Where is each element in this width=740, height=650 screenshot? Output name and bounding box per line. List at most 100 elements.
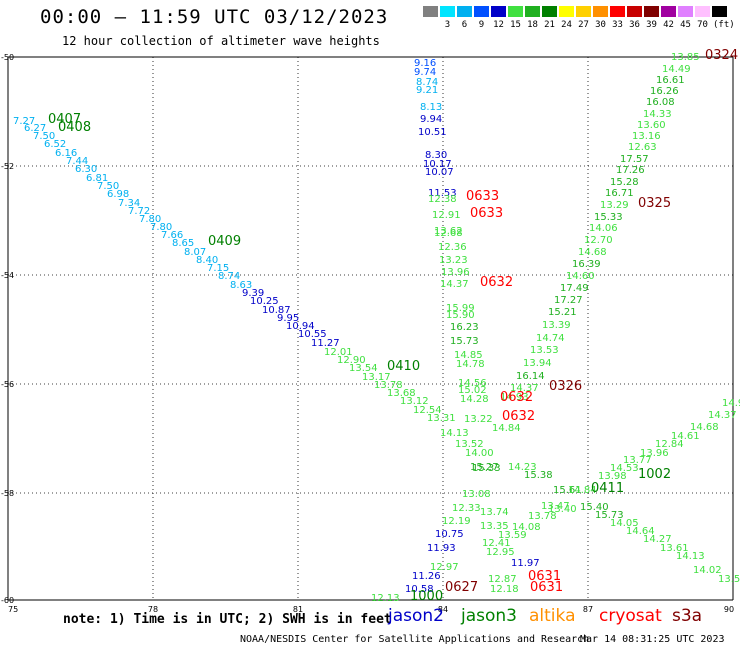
wave-height-label: 15.73: [595, 510, 624, 521]
wave-height-label: 13.96: [441, 267, 470, 278]
wave-height-label: 16.08: [646, 97, 675, 108]
wave-height-label: 14.13: [676, 551, 705, 562]
legend-label: 27: [578, 20, 589, 30]
wave-height-label: 12.18: [490, 584, 519, 595]
wave-height-label: 14.05: [610, 518, 639, 529]
wave-height-label: 13.74: [480, 507, 509, 518]
track-id-label: 0631: [530, 580, 563, 595]
legend-label: 18: [527, 20, 538, 30]
legend-label: 42: [663, 20, 674, 30]
lon-tick-label: 87: [583, 605, 593, 614]
wave-height-label: 15.61: [553, 485, 582, 496]
wave-height-label: 13.22: [464, 414, 493, 425]
track-id-label: 1002: [638, 467, 671, 482]
wave-height-label: 13.08: [462, 489, 491, 500]
legend-swatch: [609, 5, 626, 18]
track-id-label: 0633: [470, 206, 503, 221]
legend-swatch: [558, 5, 575, 18]
wave-height-label: 12.90: [337, 355, 366, 366]
wave-height-label: 15.02: [458, 385, 487, 396]
lon-tick-label: 78: [148, 605, 158, 614]
legend-unit: (ft): [713, 20, 735, 30]
legend-label: 21: [544, 20, 555, 30]
wave-height-label: 13.17: [362, 372, 391, 383]
track-id-label: 0632: [500, 390, 533, 405]
footer-note: note: 1) Time is in UTC; 2) SWH is in fe…: [63, 612, 392, 627]
wave-height-label: 7.72: [128, 206, 150, 217]
wave-height-label: 10.51: [418, 127, 447, 138]
track-id-label: 1000: [410, 589, 443, 604]
wave-height-label: 14.00: [465, 448, 494, 459]
legend-swatch: [541, 5, 558, 18]
wave-height-label: 12.63: [628, 142, 657, 153]
wave-height-label: 17.27: [554, 295, 583, 306]
wave-height-label: 14.61: [671, 431, 700, 442]
wave-height-label: 12.38: [428, 194, 457, 205]
wave-height-label: 10.87: [262, 305, 291, 316]
wave-height-label: 13.12: [400, 396, 429, 407]
wave-height-label: 7.50: [97, 181, 119, 192]
map-grid: [7, 56, 734, 601]
track-id-label: 0325: [638, 196, 671, 211]
wave-height-label: 12.84: [655, 439, 684, 450]
wave-height-label: 14.27: [643, 534, 672, 545]
lat-tick-label: -58: [1, 489, 14, 498]
wave-height-label: 9.95: [277, 313, 299, 324]
wave-height-label: 6.81: [86, 173, 108, 184]
legend-label: 45: [680, 20, 691, 30]
track-id-label: 0326: [549, 379, 582, 394]
track-id-label: 0409: [208, 234, 241, 249]
wave-height-label: 12.95: [486, 547, 515, 558]
wave-height-label: 17.49: [560, 283, 589, 294]
wave-height-label: 12.54: [413, 405, 442, 416]
wave-height-label: 8.07: [184, 247, 206, 258]
wave-height-label: 10.17: [423, 159, 452, 170]
lat-tick-label: -60: [1, 596, 14, 605]
wave-height-label: 13.96: [640, 448, 669, 459]
legend-swatch: [643, 5, 660, 18]
wave-height-label: 15.33: [594, 212, 623, 223]
wave-height-label: 12.41: [482, 538, 511, 549]
timestamp-text: Mar 14 08:31:25 UTC 2023: [580, 634, 725, 645]
wave-height-label: 13.61: [660, 543, 689, 554]
lat-tick-label: -50: [1, 53, 14, 62]
wave-height-label: 15.38: [524, 470, 553, 481]
wave-height-label: 7.66: [161, 230, 183, 241]
wave-height-label: 13.29: [600, 200, 629, 211]
lon-tick-label: 90: [724, 605, 734, 614]
track-id-label: 0627: [445, 580, 478, 595]
wave-height-label: 13.68: [387, 388, 416, 399]
wave-height-label: 10.58: [405, 584, 434, 595]
wave-height-label: 14.84: [568, 485, 597, 496]
wave-height-label: 13.60: [637, 120, 666, 131]
wave-height-label: 14.68: [690, 422, 719, 433]
wave-height-label: 15.73: [450, 336, 479, 347]
wave-height-label: 14.9: [722, 398, 740, 409]
wave-height-label: 10.94: [286, 321, 315, 332]
legend-label: 3: [444, 20, 451, 30]
wave-height-label: 6.52: [44, 139, 66, 150]
wave-height-label: 13.77: [623, 455, 652, 466]
credit-text: NOAA/NESDIS Center for Satellite Applica…: [240, 634, 590, 645]
wave-height-label: 13.54: [349, 363, 378, 374]
wave-height-label: 14.64: [626, 526, 655, 537]
wave-height-label: 12.87: [488, 574, 517, 585]
wave-height-label: 12.70: [584, 235, 613, 246]
map-subtitle: 12 hour collection of altimeter wave hei…: [62, 34, 380, 48]
wave-height-label: 14.85: [454, 350, 483, 361]
wave-height-label: 14.78: [456, 359, 485, 370]
wave-height-label: 14.60: [566, 271, 595, 282]
wave-height-label: 10.75: [435, 529, 464, 540]
wave-height-label: 14.23: [508, 462, 537, 473]
wave-height-label: 14.37: [708, 410, 737, 421]
wave-height-label: 7.44: [66, 156, 88, 167]
wave-height-label: 14.37: [440, 279, 469, 290]
legend-swatch: [626, 5, 643, 18]
wave-height-label: 13.16: [632, 131, 661, 142]
wave-height-label: 13.62: [434, 226, 463, 237]
legend-label: 24: [561, 20, 572, 30]
wave-height-label: 6.16: [55, 148, 77, 159]
wave-height-label: 13.98: [598, 471, 627, 482]
wave-height-label: 11.97: [511, 558, 540, 569]
